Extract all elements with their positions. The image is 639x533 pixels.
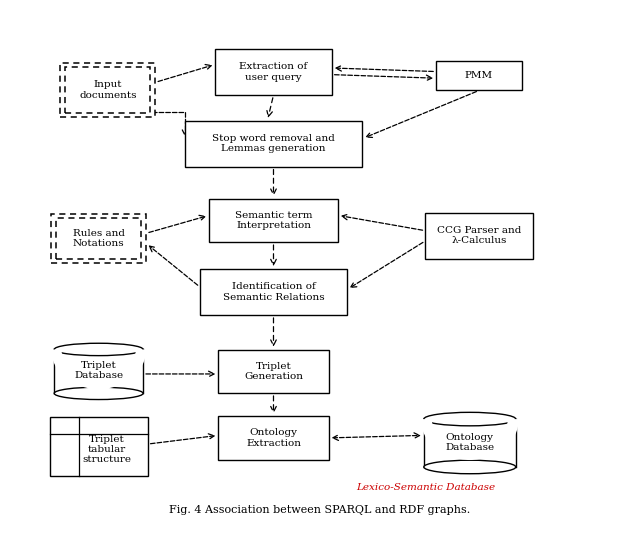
Text: Semantic term
Interpretation: Semantic term Interpretation [235, 211, 312, 230]
FancyBboxPatch shape [215, 49, 332, 95]
FancyBboxPatch shape [426, 213, 533, 259]
FancyBboxPatch shape [209, 199, 338, 242]
FancyBboxPatch shape [200, 269, 347, 315]
Ellipse shape [424, 460, 516, 474]
Text: Ontology
Database: Ontology Database [445, 433, 495, 452]
Text: Triplet
Database: Triplet Database [74, 361, 123, 381]
Text: Extraction of
user query: Extraction of user query [240, 62, 307, 82]
Text: Input
documents: Input documents [79, 80, 137, 100]
Text: Fig. 4 Association between SPARQL and RDF graphs.: Fig. 4 Association between SPARQL and RD… [169, 505, 470, 515]
FancyBboxPatch shape [51, 214, 146, 263]
Bar [50, 417, 148, 476]
Text: Rules and
Notations: Rules and Notations [73, 229, 125, 248]
Text: Triplet
Generation: Triplet Generation [244, 362, 303, 381]
Ellipse shape [424, 413, 516, 426]
FancyBboxPatch shape [436, 61, 522, 91]
Text: Triplet
tabular
structure: Triplet tabular structure [82, 434, 131, 464]
Text: Lexico-Semantic Database: Lexico-Semantic Database [357, 483, 495, 492]
Text: Stop word removal and
Lemmas generation: Stop word removal and Lemmas generation [212, 134, 335, 154]
FancyBboxPatch shape [185, 120, 362, 167]
Wedge shape [420, 419, 519, 460]
Wedge shape [51, 350, 146, 389]
Text: Identification of
Semantic Relations: Identification of Semantic Relations [222, 282, 325, 302]
FancyBboxPatch shape [65, 67, 151, 113]
Text: CCG Parser and
λ-Calculus: CCG Parser and λ-Calculus [437, 226, 521, 246]
Ellipse shape [54, 343, 143, 356]
FancyBboxPatch shape [60, 63, 155, 117]
FancyBboxPatch shape [219, 416, 328, 459]
FancyBboxPatch shape [219, 350, 328, 393]
Ellipse shape [54, 387, 143, 400]
FancyBboxPatch shape [56, 218, 141, 259]
Text: PMM: PMM [465, 71, 493, 80]
Text: Ontology
Extraction: Ontology Extraction [246, 428, 301, 448]
